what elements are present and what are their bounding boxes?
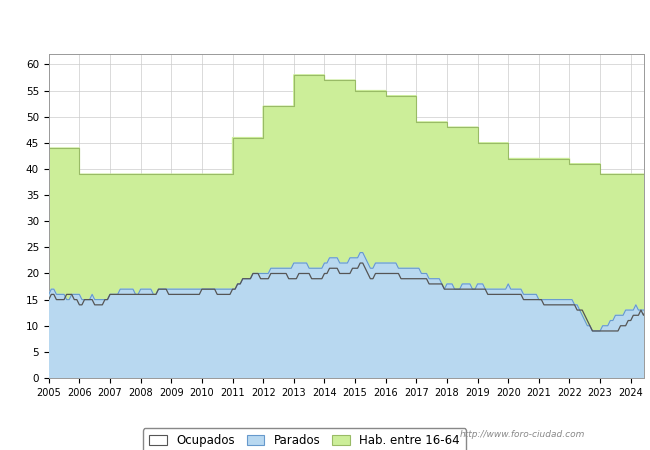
Legend: Ocupados, Parados, Hab. entre 16-64: Ocupados, Parados, Hab. entre 16-64 <box>143 428 466 450</box>
Text: http://www.foro-ciudad.com: http://www.foro-ciudad.com <box>460 430 585 439</box>
Text: Villafrades de Campos - Evolucion de la poblacion en edad de Trabajar Mayo de 20: Villafrades de Campos - Evolucion de la … <box>92 18 558 29</box>
